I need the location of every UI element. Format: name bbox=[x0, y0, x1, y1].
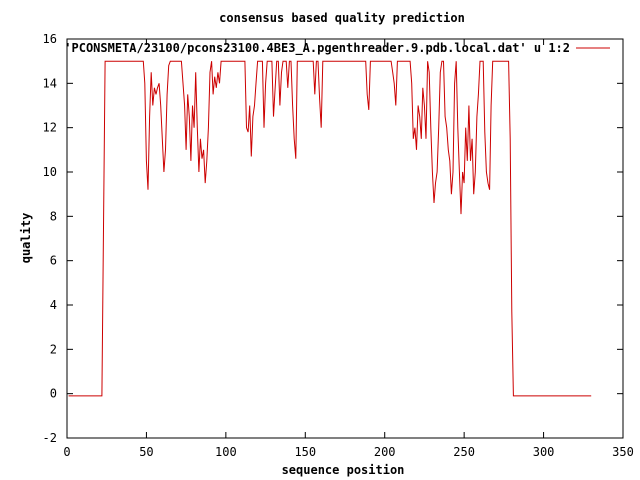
y-tick-label: 16 bbox=[43, 32, 57, 46]
x-tick-label: 250 bbox=[453, 445, 475, 459]
x-tick-label: 200 bbox=[374, 445, 396, 459]
x-tick-label: 150 bbox=[294, 445, 316, 459]
y-tick-label: 2 bbox=[50, 342, 57, 356]
series-group bbox=[68, 60, 592, 397]
y-tick-label: -2 bbox=[43, 431, 57, 445]
x-tick-label: 50 bbox=[139, 445, 153, 459]
chart-title: consensus based quality prediction bbox=[219, 11, 465, 25]
y-tick-label: 0 bbox=[50, 387, 57, 401]
axis-ticks bbox=[66, 38, 624, 439]
y-axis-label: quality bbox=[19, 213, 33, 264]
series-line bbox=[68, 60, 592, 397]
plot-area-frame bbox=[66, 38, 624, 439]
legend-series-label: 'PCONSMETA/23100/pcons23100.4BE3_A.pgent… bbox=[64, 41, 570, 56]
x-tick-label: 350 bbox=[612, 445, 634, 459]
y-tick-label: 10 bbox=[43, 165, 57, 179]
x-tick-label: 0 bbox=[63, 445, 70, 459]
y-tick-label: 12 bbox=[43, 121, 57, 135]
y-tick-label: 4 bbox=[50, 298, 57, 312]
y-tick-label: 14 bbox=[43, 76, 57, 90]
legend: 'PCONSMETA/23100/pcons23100.4BE3_A.pgent… bbox=[64, 41, 610, 56]
axis-tick-labels: 0 50 100 150 200 250 300 350 -2 0 2 4 6 8 10 12 14 16 bbox=[43, 32, 634, 459]
x-tick-label: 100 bbox=[215, 445, 237, 459]
y-tick-label: 6 bbox=[50, 254, 57, 268]
x-axis-label: sequence position bbox=[282, 463, 405, 477]
y-tick-label: 8 bbox=[50, 209, 57, 223]
x-tick-label: 300 bbox=[533, 445, 555, 459]
